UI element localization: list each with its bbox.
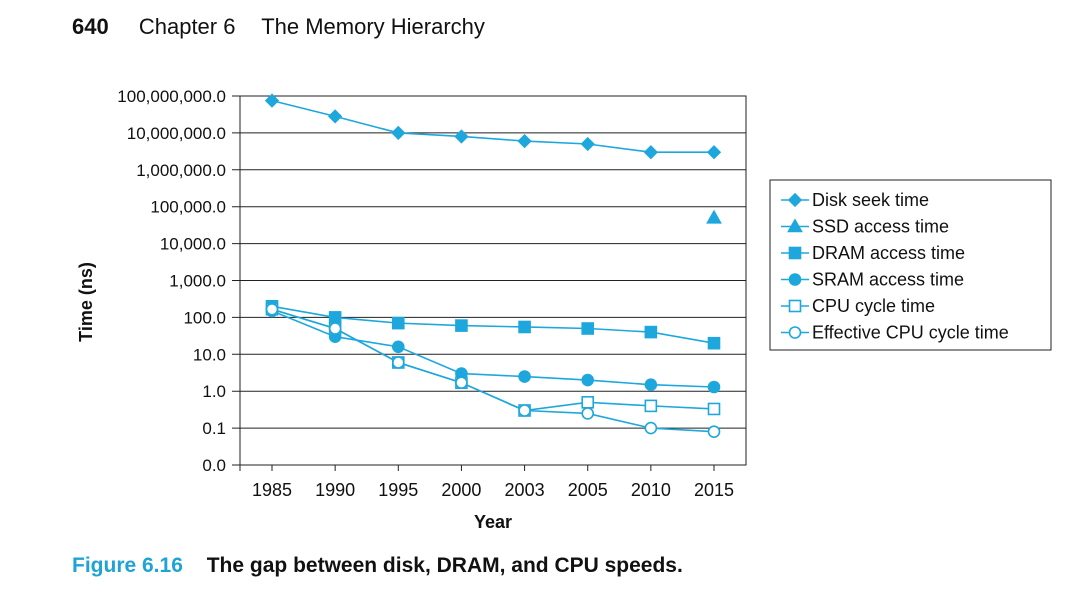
point-disk-seek-time [643, 145, 658, 160]
point-sram-access-time [518, 370, 531, 383]
series-dram-access-time [265, 299, 721, 350]
legend-swatch-marker [788, 299, 802, 313]
point-effective-cpu-cycle-time [265, 302, 279, 316]
y-tick-label: 100,000.0 [150, 198, 226, 217]
point-sram-access-time [644, 378, 658, 392]
legend-swatch-marker [787, 218, 803, 233]
series-line-effective-cpu-cycle-time [271, 308, 715, 433]
point-dram-access-time [581, 322, 595, 335]
x-tick-label: 2010 [631, 480, 671, 500]
legend-item-cpu-cycle-time: CPU cycle time [781, 296, 935, 316]
point-dram-access-time [328, 311, 342, 324]
x-tick-label: 2015 [694, 480, 734, 500]
legend-swatch-marker [787, 192, 803, 208]
figure-caption: Figure 6.16 The gap between disk, DRAM, … [72, 554, 683, 578]
point-effective-cpu-cycle-time [707, 425, 721, 438]
chapter-label: Chapter 6 [138, 14, 236, 39]
point-disk-seek-time [454, 129, 469, 144]
legend-item-ssd-access-time: SSD access time [781, 217, 949, 237]
x-tick-label: 2005 [568, 480, 608, 500]
point-disk-seek-time [391, 125, 406, 141]
series-ssd-access-time [706, 209, 722, 224]
point-sram-access-time [707, 380, 721, 394]
page-header: 640 Chapter 6 The Memory Hierarchy [72, 14, 485, 40]
point-ssd-access-time [706, 209, 722, 224]
point-cpu-cycle-time [581, 396, 595, 409]
series-effective-cpu-cycle-time [265, 302, 721, 438]
y-tick-label: 1.0 [202, 382, 226, 401]
series-disk-seek-time [264, 93, 722, 160]
x-tick-label: 1995 [378, 480, 418, 500]
y-tick-label: 10,000.0 [160, 235, 226, 254]
x-tick-label: 2003 [505, 480, 545, 500]
legend-label: SSD access time [812, 217, 949, 237]
legend-item-effective-cpu-cycle-time: Effective CPU cycle time [781, 323, 1009, 343]
legend-label: Effective CPU cycle time [812, 323, 1009, 343]
y-tick-label: 10.0 [193, 345, 226, 364]
point-effective-cpu-cycle-time [328, 322, 342, 335]
legend-swatch-marker [788, 273, 802, 286]
series-line-sram-access-time [271, 310, 715, 388]
point-disk-seek-time [580, 136, 595, 152]
point-effective-cpu-cycle-time [455, 376, 468, 389]
legend-box [769, 179, 1052, 351]
point-sram-access-time [581, 373, 595, 387]
legend-item-disk-seek-time: Disk seek time [781, 190, 929, 210]
point-dram-access-time [518, 320, 531, 334]
page-number: 640 [72, 14, 109, 39]
x-tick-label: 1985 [252, 480, 292, 500]
point-dram-access-time [391, 316, 405, 330]
legend-item-sram-access-time: SRAM access time [781, 270, 964, 290]
y-tick-label: 100,000,000.0 [117, 87, 226, 106]
figure-caption-text: The gap between disk, DRAM, and CPU spee… [206, 554, 683, 577]
point-effective-cpu-cycle-time [518, 404, 531, 417]
legend-swatch-marker [788, 326, 802, 339]
point-disk-seek-time [517, 133, 532, 149]
memory-hierarchy-chart: 0.0 0.1 1.0 10.0 100.0 1,000.0 10,000.0 100,000… [76, 87, 1052, 532]
point-cpu-cycle-time [644, 399, 658, 413]
x-tick-label: 1990 [315, 480, 355, 500]
point-sram-access-time [391, 340, 405, 354]
point-dram-access-time [644, 325, 658, 339]
point-dram-access-time [455, 319, 468, 332]
y-tick-label: 0.0 [202, 456, 226, 475]
chapter-title: The Memory Hierarchy [261, 14, 485, 39]
legend-label: DRAM access time [812, 243, 965, 263]
point-disk-seek-time [706, 145, 722, 160]
y-tick-label: 1,000.0 [169, 272, 226, 291]
point-disk-seek-time [328, 109, 343, 124]
figure-number: Figure 6.16 [72, 554, 183, 577]
legend-label: Disk seek time [812, 190, 929, 210]
point-effective-cpu-cycle-time [581, 407, 595, 420]
legend-item-dram-access-time: DRAM access time [781, 243, 965, 263]
y-tick-label: 10,000,000.0 [127, 124, 226, 143]
legend-label: SRAM access time [812, 270, 964, 290]
series-line-dram-access-time [271, 305, 715, 344]
point-cpu-cycle-time [707, 402, 721, 416]
legend-label: CPU cycle time [812, 296, 935, 316]
y-tick-label: 0.1 [202, 419, 226, 438]
legend-swatch-marker [788, 246, 802, 260]
point-dram-access-time [707, 336, 721, 350]
legend: Disk seek time SSD access time DRAM access… [769, 179, 1052, 351]
point-disk-seek-time [264, 93, 280, 108]
point-effective-cpu-cycle-time [391, 356, 405, 369]
point-effective-cpu-cycle-time [644, 421, 658, 435]
x-axis-title: Year [474, 512, 512, 532]
y-tick-label: 1,000,000.0 [136, 161, 226, 180]
series-line-disk-seek-time [271, 99, 714, 153]
y-tick-label: 100.0 [183, 308, 226, 327]
y-axis-title: Time (ns) [76, 262, 96, 342]
x-tick-label: 2000 [441, 480, 481, 500]
